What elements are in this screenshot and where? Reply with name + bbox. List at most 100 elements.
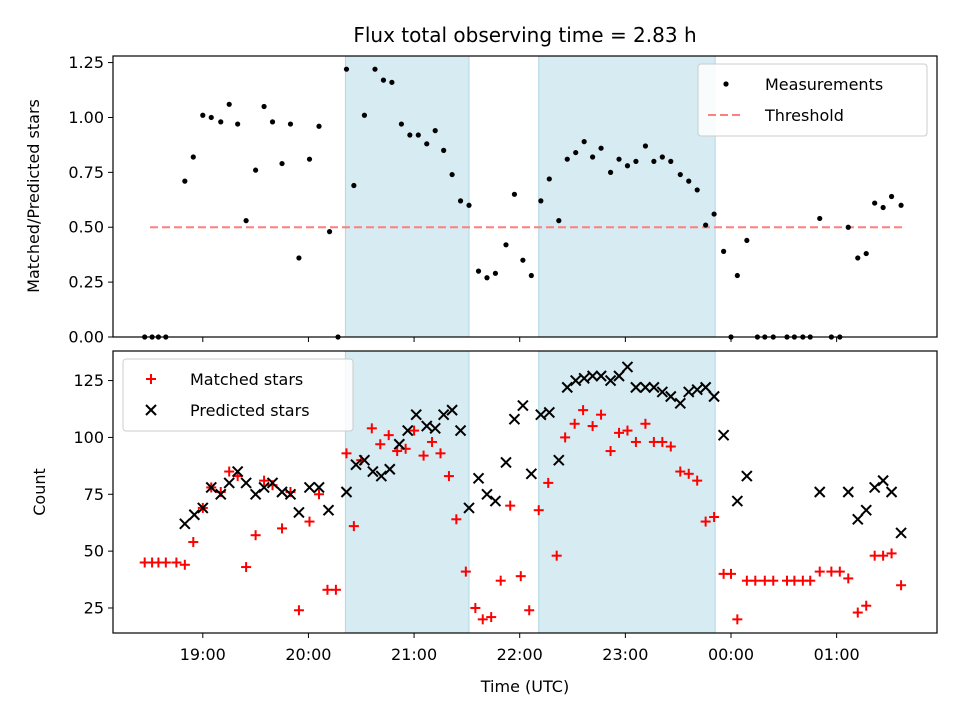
matched-stars-point [470,602,481,613]
matched-stars-point [869,550,880,561]
top-observing-window-2 [538,55,716,338]
predicted-stars-point-b [517,399,529,412]
matched-stars-point [834,566,845,577]
measurement-point [398,121,404,127]
measurement-point [651,158,657,164]
matched-stars-point [759,575,770,586]
measurement-point [208,114,214,121]
predicted-stars-point [578,372,590,384]
predicted-stars-point [393,438,405,450]
bottom-legend: Matched stars Predicted stars [122,358,354,432]
predicted-stars-point-b [215,488,227,500]
predicted-stars-point [489,495,502,507]
measurement-point [316,123,322,129]
predicted-stars-point [535,408,547,421]
matched-stars-point [524,605,535,616]
predicted-stars-point [895,527,907,539]
predicted-stars-point [384,463,396,475]
predicted-stars-point [421,420,433,432]
matched-stars-point [768,575,779,586]
matched-stars-point [188,537,199,548]
predicted-stars-point-b [240,477,252,489]
measurement-point [703,222,709,228]
predicted-stars-point-b [481,488,493,500]
predicted-stars-point [717,429,730,441]
predicted-stars-point [842,486,854,498]
predicted-stars-point-b [437,408,450,421]
predicted-stars-point [188,509,201,521]
measurement-point [511,191,518,197]
measurement-point [326,229,333,235]
measurement-point [711,211,717,217]
x-tick-label: 22:00 [497,645,543,664]
predicted-stars-point-b [708,390,720,403]
predicted-stars-point-b [868,481,881,494]
matched-stars-point [878,550,889,561]
top-y-tick-label: 0.50 [68,218,104,237]
matched-stars-point [515,571,526,582]
predicted-stars-point [639,381,652,394]
top-y-tick-label: 0.00 [68,328,104,347]
measurement-point [351,182,357,189]
predicted-stars-point-b [595,370,607,382]
predicted-stars-point [699,381,712,394]
top-axes-frame [112,55,938,338]
measurement-point [863,250,869,257]
matched-stars-point [322,584,333,595]
predicted-stars-point [595,370,607,382]
measurement-point [573,149,579,156]
matched-stars-point [861,600,872,611]
measurement-point [200,112,206,118]
measurement-point [817,215,823,222]
predicted-stars-point [313,481,325,494]
predicted-stars-point [674,397,686,410]
matched-stars-point [409,425,420,436]
predicted-stars-point-b [293,506,305,519]
matched-stars-point [495,575,506,586]
matched-stars-point [451,514,462,525]
matched-stars-point [293,605,304,616]
predicted-stars-point-b [656,386,669,398]
matched-stars-point [427,436,438,447]
matched-stars-point [400,443,411,454]
matched-stars-point [741,575,752,586]
measurement-point [432,128,438,134]
predicted-stars-point-b [276,486,288,498]
predicted-stars-point-b [350,459,362,471]
measurement-point [235,121,241,127]
matched-stars-point [241,562,252,573]
measurement-point [218,119,224,125]
predicted-stars-point [708,390,720,403]
matched-stars-point [383,430,394,441]
predicted-stars-point-b [570,374,582,387]
bottom-y-tick-label: 50 [84,542,104,561]
measurement-point [659,154,665,160]
top-panel: 0.00 0.25 0.50 0.75 1.00 1.25 Measurements Thre… [68,53,938,347]
predicted-stars-point-b [613,370,625,382]
measurement-point [564,156,570,162]
predicted-stars-point [340,486,353,498]
measurement-point [190,154,196,160]
predicted-stars-point-b [691,383,703,396]
measurement-point [590,154,596,160]
predicted-stars-point-b [463,502,475,514]
measurement-point [734,272,740,279]
predicted-stars-point [691,383,703,396]
matched-stars-point [700,516,711,527]
legend-marker-measurements [723,81,729,87]
measurement-point [372,66,378,72]
matched-stars-point [171,557,182,568]
matched-stars-point [477,614,488,625]
predicted-stars-point [481,488,493,500]
predicted-stars-point [472,472,485,485]
bottom-observing-window-1 [344,350,470,634]
predicted-stars-point [517,399,529,412]
measurement-point [389,79,395,85]
measurement-point [279,160,285,167]
matched-stars-point [709,512,720,523]
predicted-stars-point [553,454,565,466]
predicted-stars-point [683,386,695,398]
matched-stars-point [224,466,235,477]
measurement-point [633,158,639,164]
